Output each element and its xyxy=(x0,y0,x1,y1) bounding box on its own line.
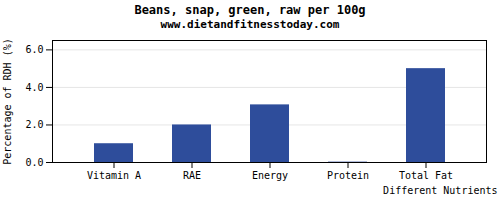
html-text:Beans, snap, green, raw per 10: Beans, snap, green, raw per 100g xyxy=(134,3,366,17)
svg-text:Percentage of RDH (%): Percentage of RDH (%) xyxy=(2,38,13,164)
svg-text:2.0: 2.0 xyxy=(25,119,43,130)
svg-text:Total Fat: Total Fat xyxy=(399,170,453,181)
svg-text:4.0: 4.0 xyxy=(25,82,43,93)
svg-text:RAE: RAE xyxy=(183,170,201,181)
svg-text:Protein: Protein xyxy=(327,170,369,181)
html-text:www.dietandfitnesstoday.com: www.dietandfitnesstoday.com xyxy=(160,18,340,31)
svg-text:Different Nutrients: Different Nutrients xyxy=(383,185,497,196)
svg-text:Energy: Energy xyxy=(252,170,288,181)
svg-text:6.0: 6.0 xyxy=(25,44,43,55)
svg-text:Vitamin A: Vitamin A xyxy=(87,170,141,181)
svg-text:0.0: 0.0 xyxy=(25,157,43,168)
